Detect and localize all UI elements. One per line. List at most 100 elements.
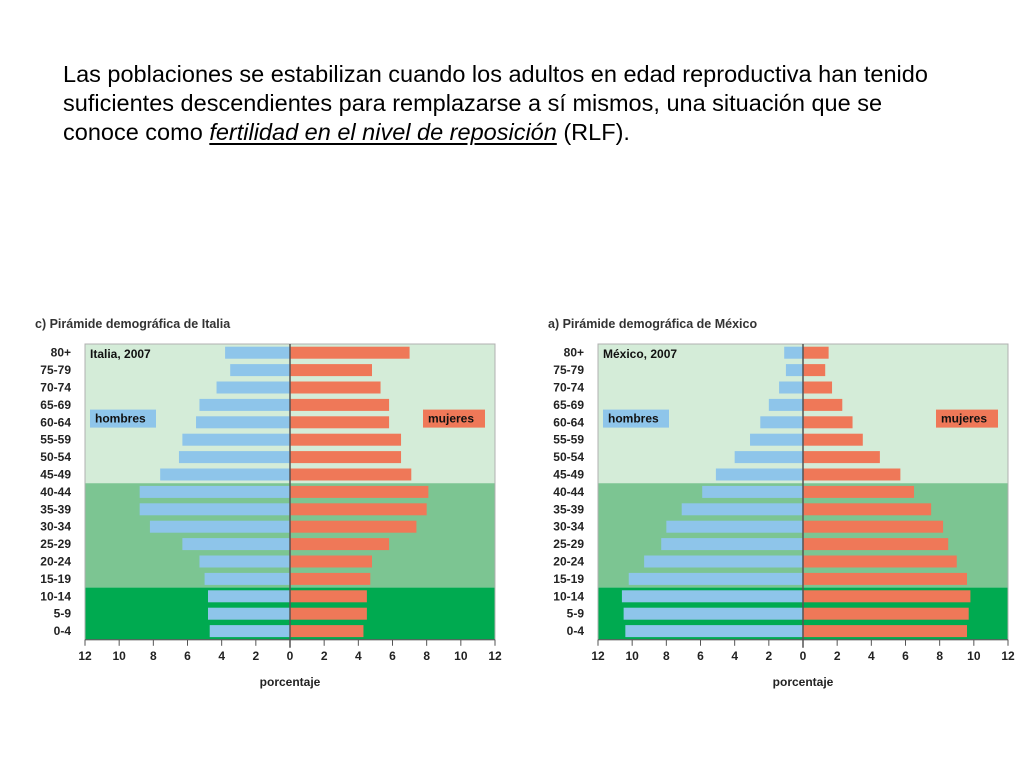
x-tick-label: 8: [150, 649, 157, 663]
age-label: 20-24: [553, 555, 584, 569]
bar-hombres: [204, 572, 290, 585]
age-label: 80+: [564, 346, 584, 360]
bar-hombres: [702, 485, 803, 498]
bar-hombres: [625, 625, 803, 638]
bar-mujeres: [803, 590, 971, 603]
x-tick-label: 12: [1001, 649, 1015, 663]
bar-mujeres: [803, 485, 915, 498]
x-tick-label: 12: [591, 649, 605, 663]
age-label: 60-64: [553, 415, 584, 429]
bar-hombres: [216, 381, 290, 394]
age-label: 15-19: [553, 572, 584, 586]
bar-mujeres: [803, 398, 843, 411]
bar-hombres: [178, 451, 290, 464]
bar-hombres: [715, 468, 803, 481]
x-tick-label: 6: [389, 649, 396, 663]
x-tick-label: 2: [765, 649, 772, 663]
legend-mujeres-label: mujeres: [428, 412, 474, 426]
bar-hombres: [182, 538, 290, 551]
x-tick-label: 4: [731, 649, 738, 663]
age-label: 0-4: [567, 624, 585, 638]
bar-hombres: [209, 625, 290, 638]
legend-mujeres-label: mujeres: [941, 412, 987, 426]
bar-hombres: [623, 607, 803, 620]
intro-paragraph: Las poblaciones se estabilizan cuando lo…: [63, 60, 963, 147]
pyramid-chart-italia: c) Pirámide demográfica de Italia 80+ 75-7…: [35, 317, 502, 689]
bar-mujeres: [290, 451, 402, 464]
x-axis-label: porcentaje: [773, 675, 834, 689]
age-label: 45-49: [40, 468, 71, 482]
bar-mujeres: [803, 538, 949, 551]
bar-mujeres: [803, 503, 932, 516]
bar-hombres: [182, 433, 290, 446]
bar-hombres: [230, 364, 290, 377]
bar-mujeres: [290, 520, 417, 533]
x-axis-label: porcentaje: [260, 675, 321, 689]
bar-mujeres: [290, 607, 367, 620]
bar-mujeres: [290, 503, 427, 516]
bar-hombres: [621, 590, 803, 603]
bar-mujeres: [803, 468, 901, 481]
age-label: 35-39: [40, 502, 71, 516]
legend-hombres-swatch: [90, 409, 156, 428]
legend-mujeres-swatch: [936, 409, 998, 428]
bar-hombres: [644, 555, 803, 568]
bar-hombres: [779, 381, 803, 394]
x-tick-label: 4: [355, 649, 362, 663]
age-label: 60-64: [40, 415, 71, 429]
bar-mujeres: [803, 381, 833, 394]
x-tick-label: 10: [967, 649, 981, 663]
chart-inner-label: México, 2007: [603, 347, 677, 361]
x-tick-label: 4: [218, 649, 225, 663]
age-label: 40-44: [40, 485, 71, 499]
age-label: 70-74: [553, 381, 584, 395]
bar-mujeres: [803, 607, 969, 620]
age-label: 40-44: [553, 485, 584, 499]
bar-hombres: [734, 451, 803, 464]
bar-mujeres: [803, 416, 853, 429]
x-tick-label: 12: [78, 649, 92, 663]
bar-mujeres: [803, 451, 880, 464]
bar-hombres: [199, 398, 290, 411]
x-tick-label: 10: [454, 649, 468, 663]
x-tick-label: 10: [625, 649, 639, 663]
bar-mujeres: [290, 381, 381, 394]
age-label: 65-69: [553, 398, 584, 412]
age-label: 50-54: [553, 450, 584, 464]
x-tick-label: 10: [112, 649, 126, 663]
bar-hombres: [196, 416, 290, 429]
legend-hombres-swatch: [603, 409, 669, 428]
bar-hombres: [199, 555, 290, 568]
pyramid-chart-mexico: a) Pirámide demográfica de México 80+ 75-7…: [548, 317, 1015, 689]
age-label: 0-4: [54, 624, 72, 638]
bar-hombres: [666, 520, 803, 533]
bar-hombres: [750, 433, 803, 446]
bar-hombres: [139, 503, 290, 516]
x-tick-label: 2: [321, 649, 328, 663]
bar-hombres: [768, 398, 803, 411]
age-label: 5-9: [567, 607, 585, 621]
bar-mujeres: [290, 364, 372, 377]
x-tick-label: 8: [663, 649, 670, 663]
age-label: 35-39: [553, 502, 584, 516]
age-label: 5-9: [54, 607, 72, 621]
age-label: 80+: [51, 346, 71, 360]
x-tick-label: 8: [936, 649, 943, 663]
x-tick-label: 8: [423, 649, 430, 663]
age-label: 65-69: [40, 398, 71, 412]
bar-mujeres: [290, 555, 372, 568]
bar-mujeres: [803, 346, 829, 359]
bar-hombres: [681, 503, 803, 516]
bar-mujeres: [290, 433, 402, 446]
bar-mujeres: [803, 625, 967, 638]
x-tick-label: 12: [488, 649, 502, 663]
x-tick-label: 6: [902, 649, 909, 663]
bar-mujeres: [803, 555, 957, 568]
x-tick-label: 6: [697, 649, 704, 663]
bar-hombres: [785, 364, 803, 377]
age-label: 30-34: [553, 520, 584, 534]
bar-mujeres: [290, 485, 429, 498]
bar-mujeres: [290, 346, 410, 359]
bar-mujeres: [290, 398, 390, 411]
bar-mujeres: [290, 590, 367, 603]
